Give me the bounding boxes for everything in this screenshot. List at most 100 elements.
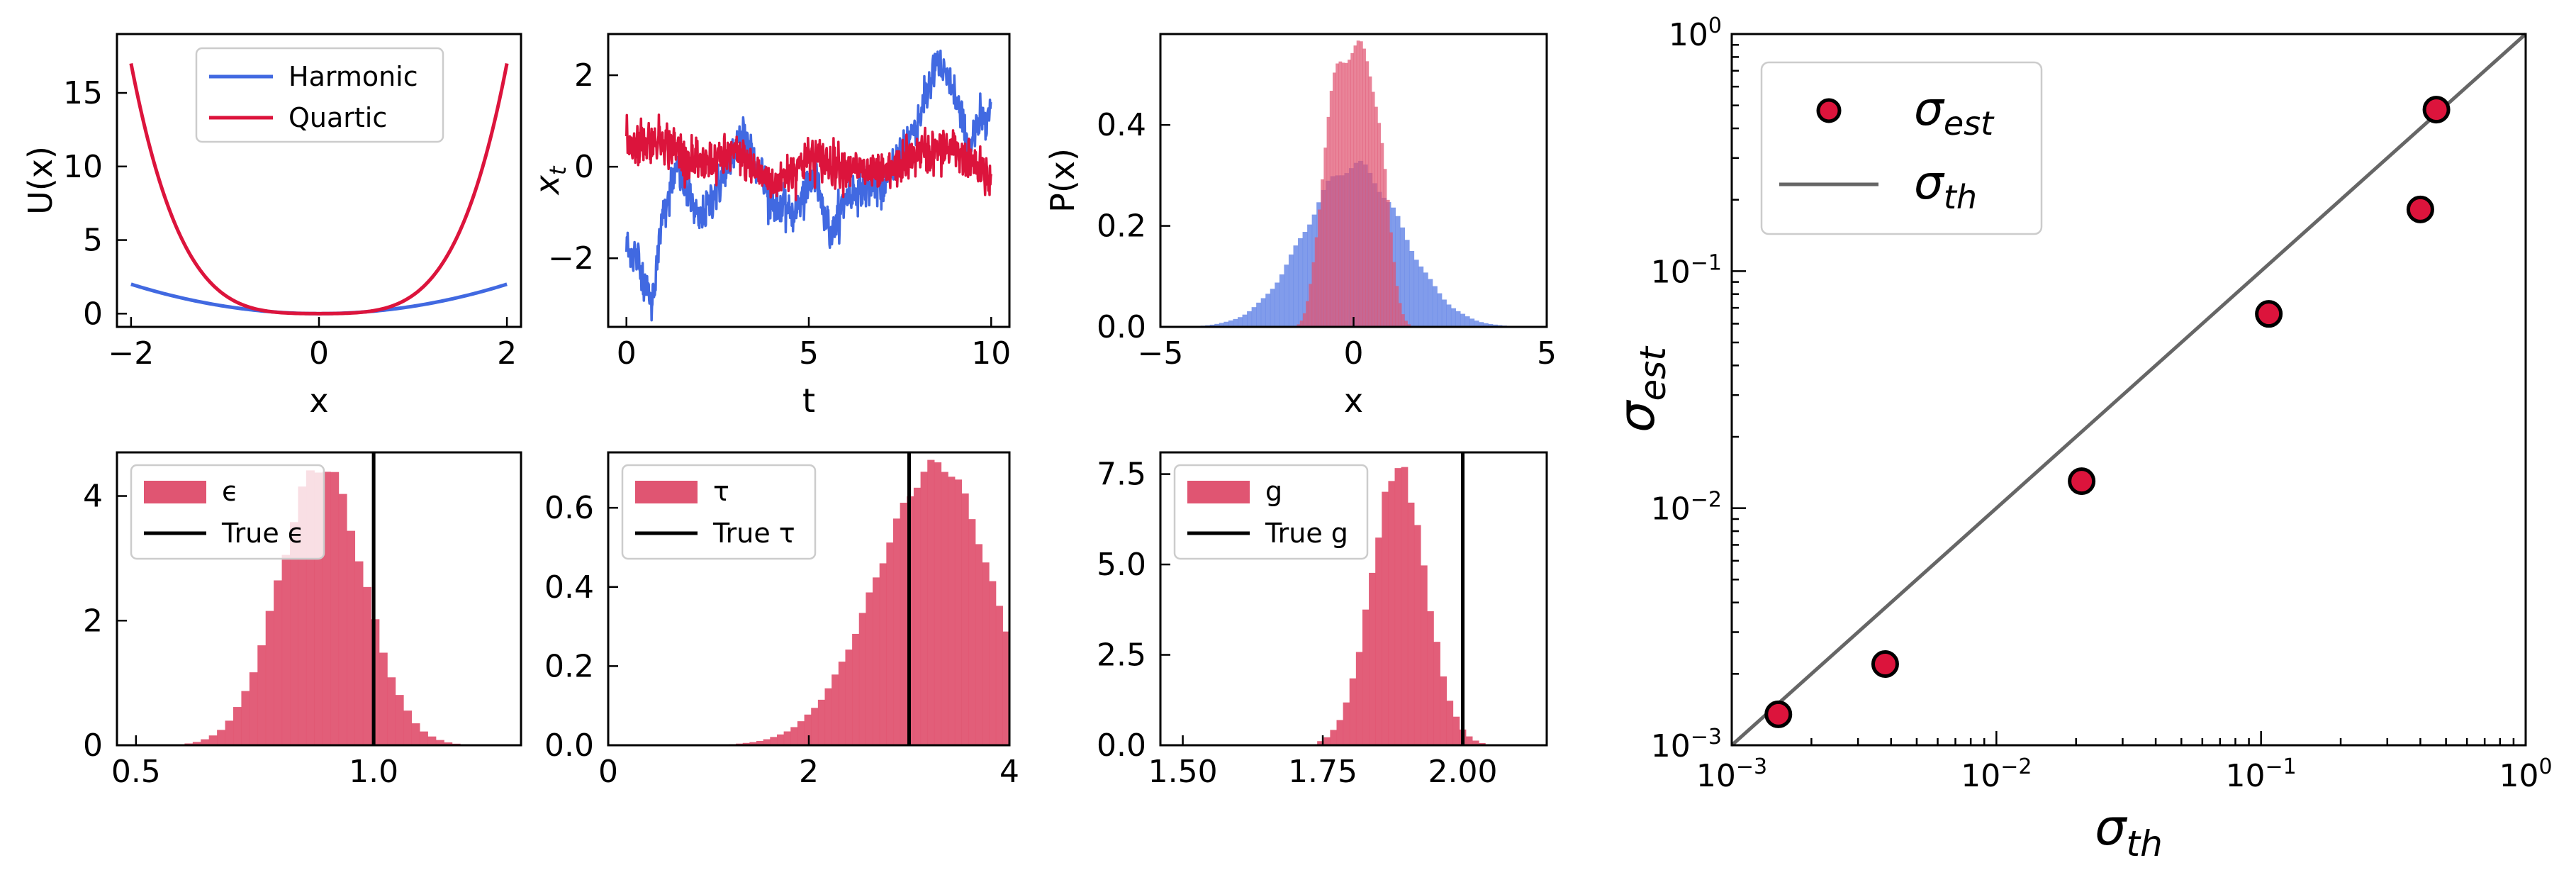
y-tick-label: 0.4 <box>544 569 594 606</box>
posterior-bar <box>811 708 819 745</box>
posterior-bar <box>892 518 901 745</box>
posterior-bar <box>435 740 444 745</box>
data-point <box>2422 96 2451 124</box>
posterior-bar <box>1446 701 1454 745</box>
harmonic-density-bar <box>1260 298 1266 327</box>
posterior-bar <box>1479 742 1486 745</box>
posterior-bar <box>1413 525 1421 745</box>
posterior-bar <box>1407 502 1415 745</box>
quartic-density-bar <box>1297 324 1301 327</box>
y-tick-label: 0.0 <box>1097 728 1146 764</box>
harmonic-density-bar <box>1395 216 1401 327</box>
harmonic-density-bar <box>1279 274 1284 327</box>
x-axis-label: x <box>309 381 328 420</box>
posterior-bar <box>403 710 413 745</box>
y-tick-label: 2.5 <box>1097 637 1146 674</box>
posterior-bar <box>968 519 976 745</box>
posterior-bar <box>804 714 812 745</box>
x-tick-label: 0 <box>617 335 637 372</box>
trajectory-line <box>625 49 992 322</box>
x-tick-label: 10−2 <box>1961 754 2032 794</box>
x-axis-label: x <box>1344 381 1363 420</box>
legend-swatch <box>635 481 698 503</box>
quartic-density-bar <box>1392 262 1396 327</box>
posterior-bar <box>395 695 404 745</box>
posterior-bar <box>995 606 1003 745</box>
harmonic-density-bar <box>1409 250 1415 327</box>
harmonic-density-bar <box>1492 324 1498 327</box>
posterior-bar <box>338 494 347 745</box>
legend-label: Quartic <box>289 102 387 133</box>
harmonic-density-bar <box>1483 323 1489 327</box>
harmonic-density-bar <box>1460 313 1466 327</box>
posterior-bar <box>1369 572 1376 745</box>
posterior-bar <box>845 650 853 745</box>
legend <box>1760 61 2043 235</box>
posterior-bar <box>362 586 371 745</box>
quartic-density-bar <box>1401 314 1405 327</box>
posterior-bar <box>879 563 887 745</box>
posterior-bar <box>763 739 771 745</box>
theory-line <box>1730 33 2527 747</box>
y-tick-label: 0 <box>83 728 103 764</box>
panel-posterior-g: 1.50 1.75 2.00 0.0 2.5 5.0 7.5 g True g <box>1097 451 1548 790</box>
posterior-bar <box>387 677 396 745</box>
quartic-density-bar <box>1380 143 1384 327</box>
posterior-bar <box>241 691 250 745</box>
harmonic-density-bar <box>1288 254 1294 327</box>
posterior-bar <box>783 731 791 745</box>
y-tick-label: 0 <box>574 149 594 185</box>
quartic-density-bar <box>1309 284 1313 327</box>
x-tick-label: 1.75 <box>1288 754 1357 790</box>
posterior-bar <box>797 721 805 745</box>
y-tick-label: 15 <box>63 75 103 111</box>
harmonic-density-bar <box>1214 323 1220 327</box>
posterior-bar <box>1323 737 1331 745</box>
x-tick-label: −5 <box>1138 335 1184 372</box>
posterior-bar <box>824 688 832 745</box>
posterior-bar <box>1465 736 1473 745</box>
harmonic-density-bar <box>1399 227 1406 327</box>
quartic-density-bar <box>1306 301 1309 327</box>
y-tick-label: 0.6 <box>544 490 594 526</box>
quartic-density-bar <box>1365 61 1370 328</box>
posterior-bar <box>201 739 210 745</box>
legend-label: ϵ <box>222 476 238 507</box>
harmonic-density-bar <box>1302 232 1308 327</box>
x-tick-label: 4 <box>999 754 1019 790</box>
posterior-bar <box>982 562 990 745</box>
quartic-density-bar <box>1398 303 1402 327</box>
x-tick-label: 2 <box>497 335 517 372</box>
data-point <box>2406 195 2434 223</box>
y-tick-label: 5.0 <box>1097 547 1146 583</box>
legend-label: g <box>1265 476 1282 507</box>
legend-label: σth <box>1914 155 1977 216</box>
harmonic-density-bar <box>1404 240 1410 327</box>
posterior-bar <box>217 730 226 745</box>
posterior-bar <box>920 472 928 745</box>
harmonic-density-bar <box>1432 286 1438 327</box>
quartic-density-bar <box>1333 72 1336 328</box>
posterior-bar <box>742 742 750 745</box>
posterior-bar <box>1336 720 1344 745</box>
quartic-density-bar <box>1362 48 1366 328</box>
quartic-density-bar <box>1395 286 1399 327</box>
posterior-bar <box>411 723 420 745</box>
harmonic-density-bar <box>1450 308 1456 327</box>
posterior-bar <box>1002 631 1010 745</box>
posterior-bar <box>208 735 218 745</box>
posterior-bar <box>257 645 267 745</box>
posterior-bar <box>1452 716 1460 745</box>
harmonic-density-bar <box>1293 245 1299 327</box>
quartic-density-bar <box>1377 123 1382 327</box>
harmonic-density-bar <box>1228 320 1234 327</box>
quartic-density-bar <box>1359 41 1363 327</box>
x-tick-label: 2 <box>799 754 819 790</box>
posterior-bar <box>776 734 785 745</box>
quartic-density-bar <box>1404 321 1408 327</box>
posterior-bar <box>770 737 778 745</box>
harmonic-density-bar <box>1242 314 1248 327</box>
quartic-density-bar <box>1299 321 1304 327</box>
quartic-density-bar <box>1348 60 1351 328</box>
posterior-bar <box>817 699 826 745</box>
